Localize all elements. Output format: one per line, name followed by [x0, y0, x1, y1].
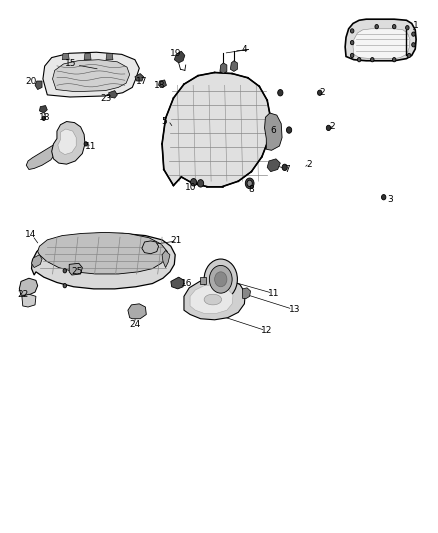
Circle shape	[406, 26, 409, 30]
Circle shape	[326, 125, 331, 131]
Polygon shape	[35, 81, 42, 90]
Text: 4: 4	[242, 45, 247, 53]
Text: 2: 2	[307, 160, 312, 168]
Polygon shape	[230, 61, 237, 71]
Circle shape	[350, 41, 354, 45]
Circle shape	[381, 195, 386, 200]
Circle shape	[209, 265, 232, 293]
Text: 11: 11	[268, 289, 279, 297]
Polygon shape	[26, 145, 56, 169]
Text: 23: 23	[100, 94, 111, 102]
Circle shape	[245, 178, 254, 189]
Polygon shape	[243, 288, 251, 298]
Circle shape	[84, 142, 88, 146]
Circle shape	[392, 25, 396, 29]
Text: 20: 20	[25, 77, 37, 85]
Polygon shape	[58, 129, 76, 155]
Circle shape	[282, 164, 287, 171]
Polygon shape	[142, 241, 159, 254]
Text: 18: 18	[39, 113, 51, 122]
Circle shape	[42, 116, 46, 120]
Text: 25: 25	[71, 268, 82, 276]
Polygon shape	[184, 278, 245, 320]
Polygon shape	[52, 122, 85, 164]
Text: 16: 16	[181, 279, 193, 288]
Circle shape	[278, 90, 283, 96]
Circle shape	[198, 180, 204, 187]
Text: 13: 13	[289, 305, 300, 313]
Polygon shape	[162, 251, 170, 268]
Circle shape	[350, 29, 354, 33]
Polygon shape	[353, 29, 410, 59]
Text: 1: 1	[413, 21, 418, 30]
Circle shape	[318, 90, 322, 95]
Polygon shape	[345, 19, 416, 61]
Ellipse shape	[204, 294, 222, 305]
Text: 5: 5	[161, 117, 167, 126]
Circle shape	[286, 127, 292, 133]
Polygon shape	[265, 113, 282, 150]
Text: 3: 3	[388, 196, 393, 204]
Text: 10: 10	[185, 183, 197, 192]
Polygon shape	[38, 232, 167, 274]
Polygon shape	[220, 63, 227, 74]
Polygon shape	[190, 285, 233, 313]
Circle shape	[371, 58, 374, 62]
Text: 22: 22	[18, 290, 29, 298]
Circle shape	[63, 284, 67, 288]
Text: 19: 19	[170, 49, 181, 58]
Circle shape	[204, 259, 237, 300]
Circle shape	[215, 272, 227, 287]
Circle shape	[375, 25, 378, 29]
Polygon shape	[267, 159, 280, 172]
Circle shape	[412, 43, 415, 47]
Polygon shape	[109, 91, 117, 98]
Text: 11: 11	[85, 142, 97, 150]
Circle shape	[63, 269, 67, 273]
Polygon shape	[32, 255, 42, 268]
Polygon shape	[69, 263, 82, 275]
Polygon shape	[22, 294, 36, 307]
Polygon shape	[128, 304, 146, 319]
Polygon shape	[19, 278, 38, 295]
Polygon shape	[171, 277, 184, 289]
Circle shape	[350, 53, 354, 58]
Text: 18: 18	[154, 81, 166, 90]
Text: 21: 21	[171, 237, 182, 245]
Polygon shape	[159, 80, 166, 87]
Polygon shape	[162, 72, 271, 187]
Polygon shape	[53, 60, 130, 92]
Text: 2: 2	[319, 88, 325, 97]
Circle shape	[392, 58, 396, 62]
Polygon shape	[135, 74, 144, 81]
Polygon shape	[106, 53, 113, 60]
Text: 7: 7	[284, 165, 290, 174]
Circle shape	[357, 58, 361, 62]
Text: 2: 2	[329, 123, 335, 131]
Text: 8: 8	[249, 185, 254, 193]
Text: 24: 24	[129, 320, 141, 328]
Polygon shape	[39, 106, 47, 113]
Polygon shape	[174, 51, 185, 63]
Polygon shape	[43, 52, 139, 97]
Polygon shape	[32, 233, 175, 289]
Text: 17: 17	[136, 77, 147, 85]
Polygon shape	[84, 53, 91, 60]
Text: 15: 15	[65, 60, 76, 68]
Polygon shape	[62, 53, 69, 60]
Circle shape	[247, 180, 252, 187]
Circle shape	[191, 179, 197, 186]
Text: 6: 6	[271, 126, 276, 134]
Polygon shape	[200, 277, 206, 284]
Circle shape	[412, 32, 415, 36]
Circle shape	[407, 53, 411, 58]
Text: 14: 14	[25, 230, 37, 239]
Text: 12: 12	[261, 326, 272, 335]
